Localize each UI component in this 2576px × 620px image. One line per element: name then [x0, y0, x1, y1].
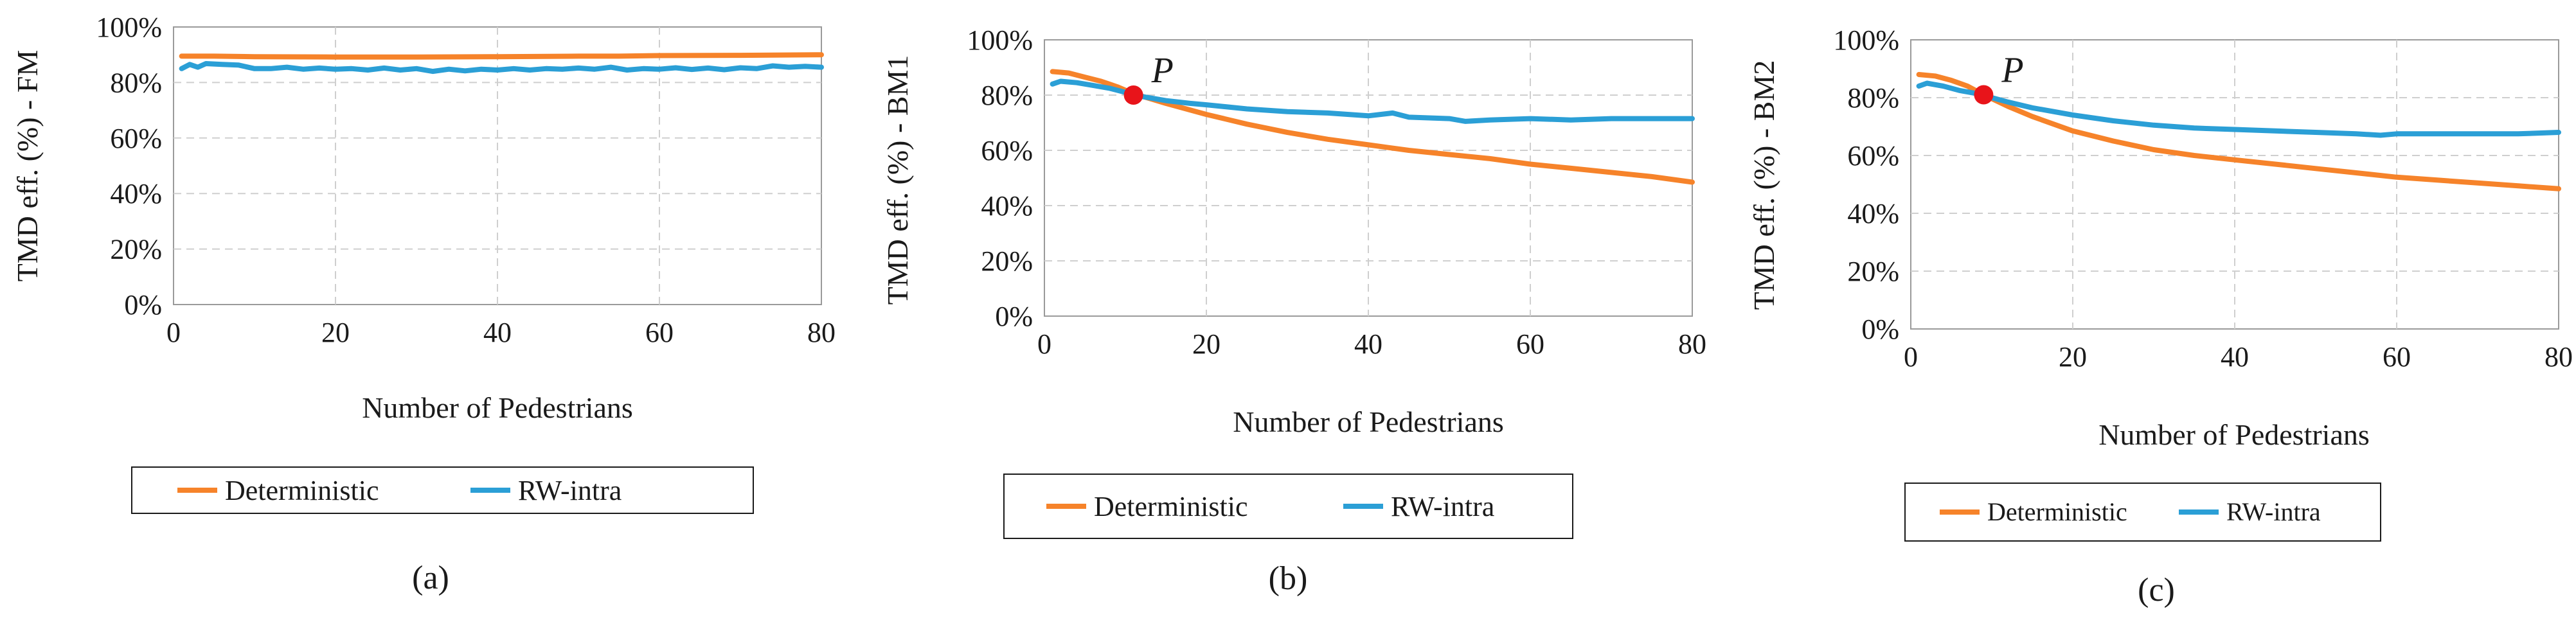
panel-b: 0% 20% 40% 60% 80% 100% 0 20 40 60 80 P Number of… [881, 24, 1706, 597]
legend-label-rw-intra: RW-intra [1391, 491, 1494, 522]
panel-label: (c) [2138, 572, 2175, 608]
x-tick-labels: 0 20 40 60 80 [166, 317, 836, 348]
x-tick-label: 20 [1192, 328, 1221, 360]
panel-c: 0% 20% 40% 60% 80% 100% 0 20 40 60 80 P Number of… [1748, 24, 2573, 608]
series-line-deterministic [1050, 69, 1695, 185]
y-axis-label: TMD eff. (%) - BM2 [1748, 60, 1780, 310]
annotation-label: P [1151, 51, 1174, 91]
y-tick-label: 80% [110, 67, 162, 98]
intersection-marker [1974, 85, 1994, 105]
legend-label-deterministic: Deterministic [225, 475, 379, 506]
legend-box [1904, 483, 2381, 542]
panel-label: (b) [1269, 560, 1308, 597]
gridlines [1911, 40, 2559, 329]
legend-box [131, 466, 754, 514]
x-tick-label: 60 [1516, 328, 1544, 360]
y-tick-label: 100% [1833, 24, 1899, 56]
x-tick-label: 20 [2059, 341, 2087, 373]
y-tick-label: 60% [1847, 140, 1899, 172]
series-lines [1050, 69, 1695, 185]
series-lines [1916, 72, 2561, 191]
y-tick-label: 40% [981, 190, 1033, 222]
series-lines [179, 52, 824, 75]
x-tick-label: 40 [1354, 328, 1382, 360]
y-tick-label: 100% [967, 24, 1033, 56]
gridlines [174, 27, 821, 305]
x-tick-label: 80 [807, 317, 836, 348]
legend-label-deterministic: Deterministic [1987, 497, 2127, 526]
y-tick-label: 40% [110, 178, 162, 209]
x-tick-label: 40 [2221, 341, 2249, 373]
y-tick-label: 60% [110, 123, 162, 154]
series-line-rw-intra [179, 61, 824, 75]
intersection-marker [1123, 85, 1143, 105]
panel-label: (a) [412, 560, 449, 596]
x-tick-labels: 0 20 40 60 80 [1904, 341, 2573, 373]
x-axis-label: Number of Pedestrians [362, 391, 633, 424]
y-tick-label: 0% [1861, 314, 1899, 345]
y-tick-label: 60% [981, 135, 1033, 166]
y-tick-label: 100% [96, 12, 162, 43]
x-tick-label: 0 [166, 317, 181, 348]
y-axis-label: TMD eff. (%) - FM [11, 50, 44, 282]
series-line-deterministic [179, 52, 824, 60]
x-tick-label: 20 [321, 317, 350, 348]
y-axis-label: TMD eff. (%) - BM1 [881, 55, 914, 305]
y-tick-labels: 0% 20% 40% 60% 80% 100% [967, 24, 1033, 332]
series-line-rw-intra [1916, 80, 2561, 138]
y-tick-label: 0% [124, 289, 162, 321]
y-tick-label: 80% [1847, 82, 1899, 114]
x-tick-label: 0 [1037, 328, 1051, 360]
y-tick-label: 20% [1847, 256, 1899, 287]
series-line-deterministic [1916, 72, 2561, 191]
legend-label-rw-intra: RW-intra [518, 475, 622, 506]
x-tick-label: 60 [2383, 341, 2411, 373]
y-tick-label: 20% [981, 245, 1033, 277]
x-tick-label: 40 [483, 317, 512, 348]
x-tick-label: 80 [1678, 328, 1706, 360]
annotation: P [1123, 51, 1174, 105]
x-tick-label: 0 [1904, 341, 1918, 373]
y-tick-labels: 0% 20% 40% 60% 80% 100% [96, 12, 162, 321]
annotation-label: P [2001, 51, 2023, 91]
y-tick-labels: 0% 20% 40% 60% 80% 100% [1833, 24, 1899, 345]
annotation: P [1974, 51, 2024, 105]
panel-a: 0% 20% 40% 60% 80% 100% 0 20 40 60 80 Number of P… [11, 12, 836, 596]
legend-label-rw-intra: RW-intra [2226, 497, 2321, 526]
gridlines [1044, 40, 1692, 316]
y-tick-label: 20% [110, 234, 162, 265]
series-line-rw-intra [1050, 78, 1695, 124]
y-tick-label: 80% [981, 80, 1033, 111]
x-tick-label: 80 [2545, 341, 2573, 373]
x-axis-label: Number of Pedestrians [2098, 418, 2370, 451]
legend-label-deterministic: Deterministic [1094, 491, 1248, 522]
x-tick-labels: 0 20 40 60 80 [1037, 328, 1706, 360]
x-tick-label: 60 [645, 317, 674, 348]
legend-box [1003, 474, 1573, 539]
y-tick-label: 0% [995, 301, 1033, 332]
y-tick-label: 40% [1847, 198, 1899, 229]
x-axis-label: Number of Pedestrians [1233, 405, 1504, 438]
